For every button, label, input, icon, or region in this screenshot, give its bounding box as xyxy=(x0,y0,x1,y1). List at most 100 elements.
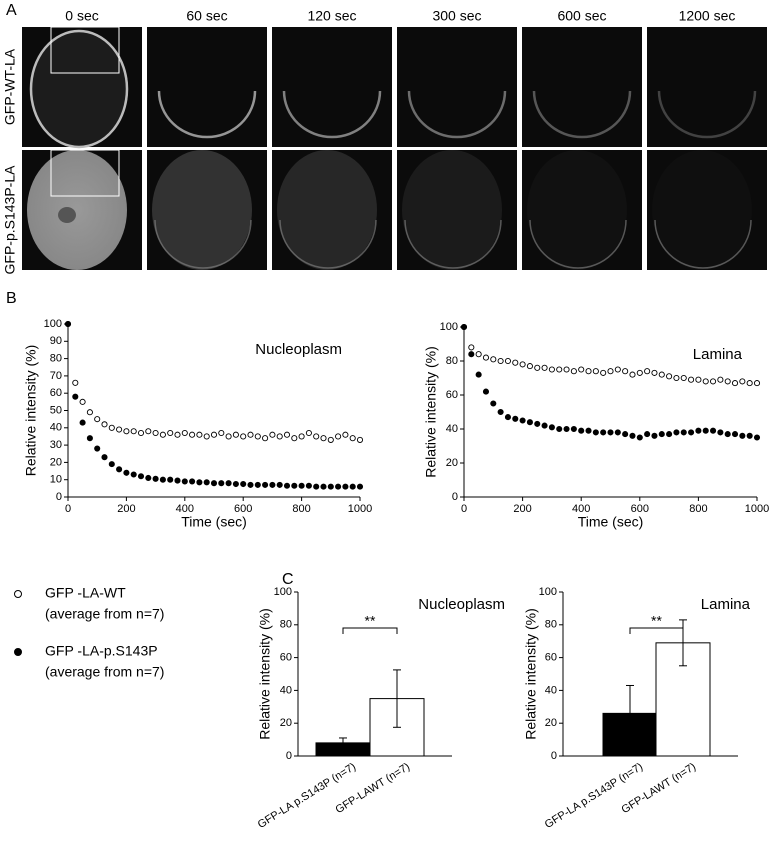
data-point xyxy=(356,436,364,443)
data-point xyxy=(512,415,519,422)
data-point xyxy=(548,424,555,431)
lamina-rim xyxy=(157,90,257,139)
data-point xyxy=(335,483,342,490)
data-point xyxy=(232,480,239,488)
panel-letter: C xyxy=(282,571,294,588)
data-point xyxy=(614,429,621,436)
micrograph xyxy=(397,150,517,270)
data-point xyxy=(247,431,254,438)
nucleus xyxy=(152,150,252,270)
data-point xyxy=(622,431,629,438)
data-point xyxy=(189,431,196,438)
data-point xyxy=(335,433,342,440)
data-point xyxy=(181,429,188,437)
data-point xyxy=(320,483,327,490)
data-point xyxy=(225,480,232,487)
nucleus xyxy=(277,150,377,270)
data-point xyxy=(739,432,746,439)
data-point xyxy=(86,409,93,416)
data-point xyxy=(556,425,563,433)
data-point xyxy=(137,429,145,437)
lamina-rim xyxy=(657,90,757,139)
y-tick-label: 40 xyxy=(50,422,62,434)
data-point xyxy=(460,323,468,331)
data-point xyxy=(145,474,152,482)
data-point xyxy=(504,414,512,421)
x-tick-label: 400 xyxy=(572,503,590,515)
data-point xyxy=(710,427,717,434)
data-point xyxy=(636,369,643,376)
data-point xyxy=(181,478,188,485)
data-point xyxy=(152,475,159,482)
data-point xyxy=(276,481,283,488)
data-point xyxy=(680,429,687,436)
data-point xyxy=(79,398,86,405)
data-point xyxy=(673,374,680,382)
data-point xyxy=(592,368,599,375)
zoom-box xyxy=(50,149,120,197)
data-point xyxy=(746,432,753,439)
data-point xyxy=(519,361,526,368)
data-point xyxy=(658,431,665,438)
micrograph xyxy=(272,150,392,270)
data-point xyxy=(189,478,196,485)
chart-title: Nucleoplasm xyxy=(255,341,342,358)
data-point xyxy=(72,393,79,400)
chart-title: Lamina xyxy=(701,596,751,613)
data-point xyxy=(276,433,283,440)
legend-label: GFP -LA-WT xyxy=(45,585,126,601)
data-point xyxy=(196,479,203,486)
data-point xyxy=(731,431,739,438)
data-point xyxy=(254,433,261,440)
error-bar xyxy=(626,684,634,742)
data-point xyxy=(585,427,592,434)
data-point xyxy=(320,435,327,442)
data-point xyxy=(746,380,753,387)
significance-label: ** xyxy=(365,613,376,629)
micrograph xyxy=(147,150,267,270)
data-point xyxy=(504,357,512,365)
y-tick-label: 40 xyxy=(545,684,557,696)
x-tick-label: 600 xyxy=(631,503,649,515)
y-tick-label: 60 xyxy=(280,652,292,664)
data-point xyxy=(592,429,599,436)
data-point xyxy=(724,378,731,385)
data-point xyxy=(327,436,334,443)
error-bar xyxy=(393,669,401,728)
data-point xyxy=(629,371,636,378)
x-tick-label: 800 xyxy=(292,503,310,515)
x-tick-label: 400 xyxy=(176,503,194,515)
data-point xyxy=(342,483,349,490)
data-point xyxy=(578,427,585,434)
x-tick-label: 1000 xyxy=(348,503,372,515)
data-point xyxy=(490,400,497,407)
data-point xyxy=(101,454,108,461)
data-point xyxy=(101,421,108,428)
y-tick-label: 0 xyxy=(56,491,62,503)
data-point xyxy=(585,368,592,375)
data-point xyxy=(695,427,702,434)
data-point xyxy=(468,351,475,358)
data-point xyxy=(731,380,739,387)
data-point xyxy=(673,429,680,436)
data-point xyxy=(702,427,709,434)
data-point xyxy=(305,482,312,489)
category-label: GFP-LA p.S143P (n=7) xyxy=(543,761,645,831)
data-point xyxy=(269,431,276,438)
data-point xyxy=(210,431,218,438)
nucleus xyxy=(402,150,502,270)
y-tick-label: 80 xyxy=(446,355,458,367)
data-point xyxy=(607,429,614,436)
y-tick-label: 100 xyxy=(44,318,62,330)
y-tick-label: 40 xyxy=(280,684,292,696)
y-tick-label: 20 xyxy=(50,456,62,468)
data-point xyxy=(116,466,123,473)
y-tick-label: 100 xyxy=(539,586,557,598)
time-label: 1200 sec xyxy=(679,8,736,24)
y-axis-label: Relative intensity (%) xyxy=(523,608,539,740)
row-label: GFP-WT-LA xyxy=(2,48,18,125)
data-point xyxy=(563,425,570,433)
data-point xyxy=(614,366,621,373)
lamina-rim xyxy=(154,219,252,269)
